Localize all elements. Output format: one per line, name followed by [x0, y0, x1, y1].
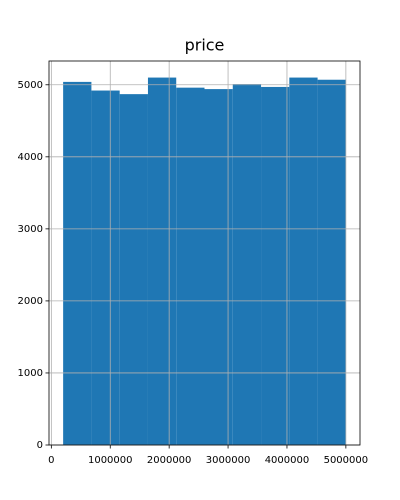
chart-title: price [185, 36, 225, 55]
y-tick-label: 4000 [18, 152, 43, 163]
bar [317, 79, 346, 446]
plot-frame [48, 60, 361, 446]
y-tick-label: 0 [37, 440, 43, 451]
x-tick-label: 2000000 [147, 455, 192, 466]
y-tick-label: 5000 [18, 80, 43, 91]
bar [261, 86, 290, 445]
x-tick-label: 3000000 [206, 455, 251, 466]
x-tick-label: 4000000 [265, 455, 310, 466]
x-tick-label: 1000000 [88, 455, 133, 466]
x-tick-label: 0 [48, 455, 54, 466]
bar [147, 77, 177, 445]
y-tick-label: 3000 [18, 224, 43, 235]
bar [176, 87, 205, 445]
bar [91, 90, 120, 446]
x-tick-label: 5000000 [324, 455, 369, 466]
bar [289, 77, 318, 445]
bar [63, 81, 92, 445]
y-tick-label: 2000 [18, 296, 43, 307]
y-tick-label: 1000 [18, 368, 43, 379]
bar [119, 94, 148, 445]
bar [232, 84, 262, 445]
bar [204, 89, 233, 445]
